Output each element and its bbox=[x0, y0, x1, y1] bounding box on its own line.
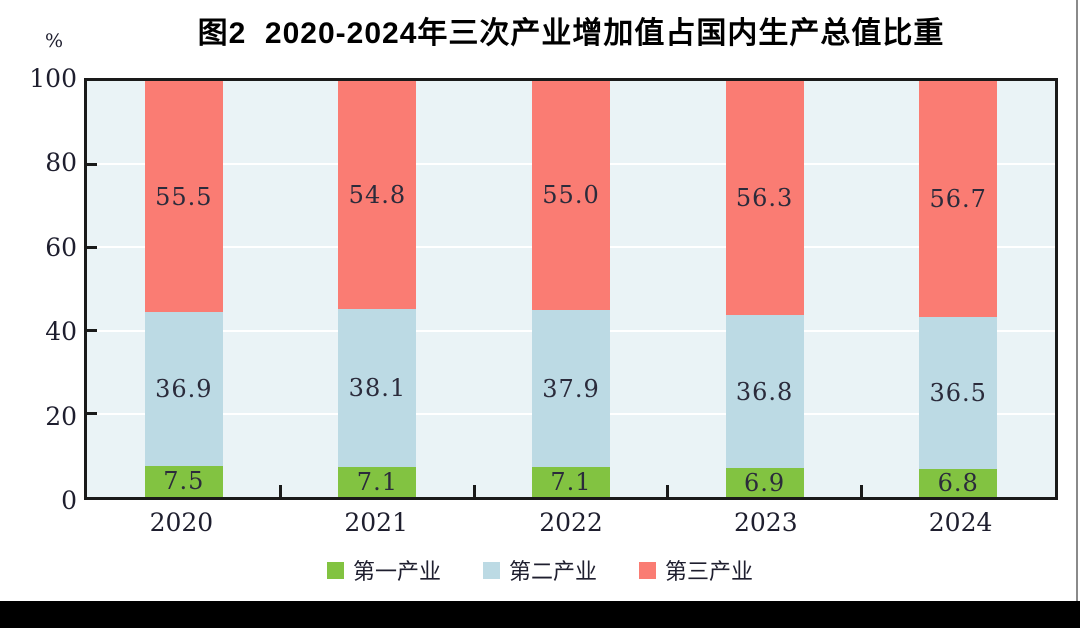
plot-area: 55.5 36.9 7.5 54.8 38.1 7.1 55.0 37.9 7.1 56.3 36.… bbox=[84, 78, 1058, 500]
bar-segment-2024-第三产业: 56.7 bbox=[919, 81, 998, 317]
y-axis-label-100: 100 bbox=[29, 64, 77, 93]
y-tick-mark-60 bbox=[87, 245, 97, 249]
bar-segment-2021-第二产业: 38.1 bbox=[338, 308, 417, 468]
x-tick-mark-4 bbox=[859, 485, 863, 497]
legend-label: 第三产业 bbox=[665, 559, 754, 584]
bar-2020: 55.5 36.9 7.5 bbox=[144, 81, 223, 497]
legend-item-第一产业: 第一产业 bbox=[326, 554, 441, 586]
x-axis-label-2020: 2020 bbox=[149, 508, 214, 537]
legend-swatch-icon bbox=[482, 561, 500, 579]
x-tick-mark-1 bbox=[279, 485, 283, 497]
legend-item-第三产业: 第三产业 bbox=[639, 554, 753, 586]
bar-segment-2023-第一产业: 6.9 bbox=[725, 468, 804, 497]
legend-label: 第一产业 bbox=[352, 559, 441, 584]
segment-value-label: 37.9 bbox=[542, 374, 600, 403]
bar-segment-2021-第一产业: 7.1 bbox=[338, 467, 417, 497]
legend-swatch-icon bbox=[326, 561, 344, 579]
bar-segment-2021-第三产业: 54.8 bbox=[338, 81, 417, 309]
bar-segment-2020-第二产业: 36.9 bbox=[144, 312, 223, 466]
y-tick-mark-40 bbox=[87, 329, 97, 333]
bar-segment-2020-第一产业: 7.5 bbox=[144, 465, 223, 497]
segment-value-label: 6.9 bbox=[744, 468, 786, 497]
segment-value-label: 56.3 bbox=[735, 184, 794, 213]
x-tick-mark-2 bbox=[472, 485, 476, 497]
bar-segment-2023-第二产业: 36.8 bbox=[725, 315, 804, 469]
x-axis-label-2021: 2021 bbox=[344, 508, 408, 537]
segment-value-label: 7.5 bbox=[163, 467, 205, 496]
y-tick-mark-80 bbox=[87, 162, 97, 166]
legend-swatch-icon bbox=[639, 561, 656, 579]
y-axis-label-20: 20 bbox=[45, 401, 77, 431]
bar-segment-2022-第一产业: 7.1 bbox=[532, 467, 610, 497]
x-axis-label-2023: 2023 bbox=[733, 508, 798, 537]
bar-segment-2024-第二产业: 36.5 bbox=[919, 316, 998, 469]
y-axis-label-40: 40 bbox=[45, 317, 77, 347]
segment-value-label: 55.0 bbox=[542, 181, 600, 210]
y-axis-unit-label: % bbox=[44, 30, 64, 52]
bar-2022: 55.0 37.9 7.1 bbox=[532, 81, 610, 497]
segment-value-label: 55.5 bbox=[155, 182, 213, 211]
segment-value-label: 56.7 bbox=[929, 184, 987, 213]
segment-value-label: 7.1 bbox=[550, 468, 592, 497]
segment-value-label: 36.5 bbox=[929, 378, 987, 407]
bar-segment-2020-第三产业: 55.5 bbox=[144, 81, 223, 313]
bar-segment-2022-第二产业: 37.9 bbox=[532, 309, 610, 468]
segment-value-label: 36.9 bbox=[155, 375, 213, 404]
page-right-border bbox=[1076, 0, 1078, 601]
bar-2023: 56.3 36.8 6.9 bbox=[725, 81, 804, 497]
x-axis-label-2024: 2024 bbox=[928, 508, 993, 537]
x-axis-label-2022: 2022 bbox=[539, 508, 603, 537]
segment-value-label: 7.1 bbox=[356, 468, 398, 497]
segment-value-label: 36.8 bbox=[735, 377, 794, 406]
bar-2024: 56.7 36.5 6.8 bbox=[919, 81, 998, 497]
legend-item-第二产业: 第二产业 bbox=[482, 554, 597, 586]
segment-value-label: 54.8 bbox=[348, 181, 407, 209]
y-axis-label-0: 0 bbox=[61, 486, 77, 515]
segment-value-label: 6.8 bbox=[937, 468, 979, 497]
bottom-black-strip bbox=[0, 601, 1080, 628]
bar-2021: 54.8 38.1 7.1 bbox=[338, 81, 417, 497]
y-tick-mark-20 bbox=[87, 412, 97, 416]
bar-segment-2023-第三产业: 56.3 bbox=[725, 81, 804, 316]
x-tick-mark-3 bbox=[666, 485, 670, 497]
y-axis-label-80: 80 bbox=[45, 148, 77, 178]
legend-label: 第二产业 bbox=[508, 559, 597, 584]
chart-title: 图2 2020-2024年三次产业增加值占国内生产总值比重 bbox=[197, 17, 945, 50]
bar-segment-2024-第一产业: 6.8 bbox=[919, 468, 998, 497]
y-axis-label-60: 60 bbox=[45, 232, 77, 262]
chart-legend: 第一产业 第二产业 第三产业 bbox=[0, 554, 1080, 586]
bar-segment-2022-第三产业: 55.0 bbox=[532, 81, 610, 310]
segment-value-label: 38.1 bbox=[348, 374, 407, 403]
